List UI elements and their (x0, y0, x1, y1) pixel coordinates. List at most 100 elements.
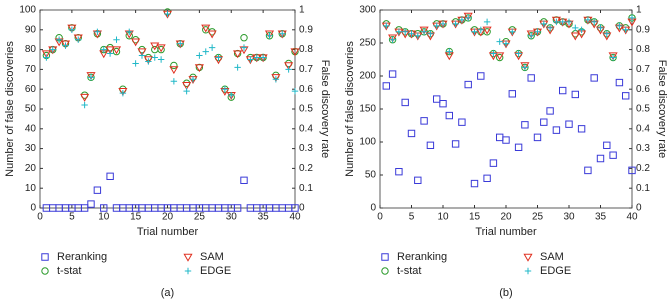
x-tick-label: 40 (626, 212, 638, 223)
marker-square (596, 154, 605, 163)
y-tick-label: 60 (25, 84, 37, 95)
marker-plus (628, 14, 636, 22)
marker-plus (234, 64, 241, 71)
x-tick-label: 35 (595, 212, 607, 223)
legend-label: t-stat (397, 265, 421, 277)
marker-triangle (86, 72, 96, 81)
marker-plus (471, 28, 478, 35)
y-tick-label: 300 (359, 5, 376, 16)
marker-plus (113, 36, 120, 43)
marker-plus (202, 48, 209, 55)
y2-tick-label: 0.3 (636, 143, 650, 154)
y-tick-label: 10 (25, 183, 37, 194)
y-tick-label: 0 (370, 203, 376, 214)
marker-triangle (495, 52, 505, 61)
y-axis-label: Number of false discoveries (344, 41, 356, 177)
marker-plus (591, 18, 598, 26)
x-axis-label: Trial number (475, 226, 537, 238)
marker-triangle (551, 16, 561, 25)
legend-label: t-stat (57, 265, 81, 277)
marker-square (433, 95, 441, 103)
marker-triangle (520, 62, 530, 71)
marker-triangle (73, 34, 83, 43)
marker-square (552, 126, 561, 134)
marker-plus (208, 44, 216, 51)
marker-plus (266, 32, 273, 39)
marker-plus (546, 24, 554, 32)
marker-plus (253, 54, 260, 61)
marker-plus (603, 30, 610, 37)
y2-tick-label: 0.1 (299, 183, 313, 194)
marker-plus (433, 22, 440, 30)
marker-plus (458, 16, 466, 24)
legend-label: SAM (200, 251, 224, 263)
x-tick-label: 30 (563, 212, 575, 223)
marker-plus (616, 22, 623, 30)
marker-triangle (194, 64, 204, 73)
marker-triangle (80, 93, 90, 102)
y-tick-label: 200 (359, 71, 376, 82)
marker-plus (291, 87, 299, 95)
marker-plus (534, 28, 541, 35)
marker-triangle (182, 82, 192, 90)
y2-tick-label: 0.6 (299, 84, 313, 95)
marker-plus (228, 91, 235, 99)
x-tick-label: 5 (409, 212, 415, 223)
marker-square (445, 111, 453, 120)
marker-plus (279, 30, 286, 37)
legend-marker (183, 253, 193, 262)
marker-triangle (150, 42, 160, 51)
y2-axis-label: False discovery rate (656, 60, 668, 158)
y2-tick-label: 0.9 (299, 24, 313, 35)
marker-plus (240, 44, 248, 51)
marker-square (477, 72, 485, 80)
legend-marker (524, 267, 532, 275)
marker-plus (43, 54, 50, 61)
y2-tick-label: 0.7 (636, 64, 650, 75)
marker-triangle (482, 26, 492, 35)
marker-circle (170, 61, 178, 70)
y2-tick-label: 0.7 (299, 64, 313, 75)
marker-plus (100, 46, 107, 53)
marker-triangle (118, 87, 128, 96)
x-tick-label: 10 (437, 212, 449, 223)
y-tick-label: 150 (359, 104, 376, 115)
marker-square (420, 117, 428, 125)
marker-square (565, 120, 573, 128)
marker-plus (483, 18, 491, 26)
marker-plus (389, 36, 396, 43)
marker-plus (622, 26, 629, 33)
y-tick-label: 0 (30, 203, 36, 214)
legend-label: SAM (540, 251, 564, 263)
y2-tick-label: 1 (636, 5, 642, 16)
legend-marker (381, 267, 389, 275)
marker-triangle (463, 12, 473, 21)
marker-plus (132, 60, 139, 67)
marker-plus (465, 14, 472, 22)
marker-plus (414, 32, 421, 39)
legend-marker (184, 267, 192, 275)
marker-plus (259, 54, 267, 61)
marker-square (559, 86, 567, 95)
marker-triangle (271, 74, 281, 83)
marker-square (470, 179, 479, 188)
marker-plus (49, 46, 56, 53)
marker-triangle (608, 52, 618, 61)
marker-square (540, 118, 548, 126)
marker-plus (221, 86, 229, 93)
marker-plus (62, 42, 69, 49)
marker-triangle (169, 66, 179, 75)
x-tick-label: 10 (98, 212, 110, 223)
marker-plus (247, 56, 254, 63)
marker-plus (553, 18, 560, 26)
marker-square (603, 141, 611, 149)
marker-plus (477, 26, 484, 33)
marker-plus (138, 52, 146, 59)
marker-square (514, 143, 523, 151)
marker-triangle (67, 24, 77, 33)
y-axis-label: Number of false discoveries (4, 41, 16, 177)
y2-tick-label: 0 (636, 203, 642, 214)
y2-tick-label: 0 (299, 203, 305, 214)
marker-plus (285, 66, 292, 73)
y2-tick-label: 0.8 (636, 44, 650, 55)
